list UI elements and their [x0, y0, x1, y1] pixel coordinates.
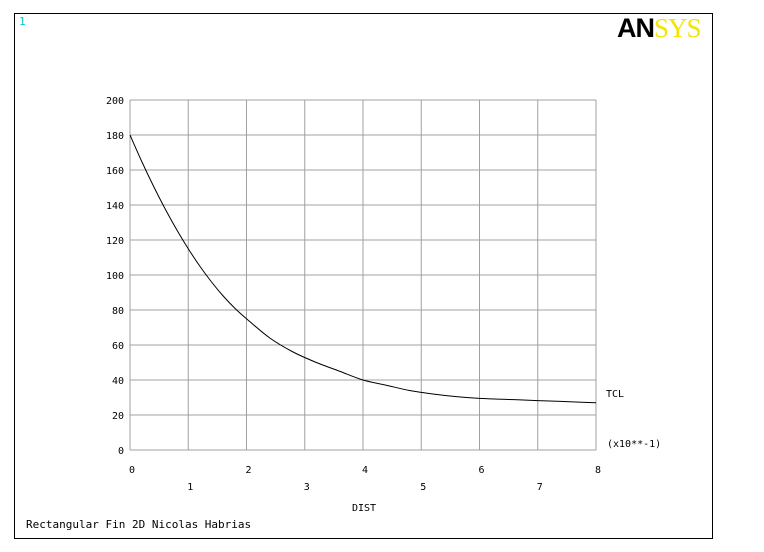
x-tick-label: 3 [304, 482, 310, 493]
window-number: 1 [19, 15, 26, 28]
chart-series: TCL [129, 134, 624, 404]
y-axis-tick-labels: 0 20 40 60 80 100 120 140 160 180 200 [106, 96, 124, 457]
y-tick-label: 180 [106, 131, 124, 142]
x-tick-label: 8 [595, 465, 601, 476]
y-tick-label: 80 [112, 306, 124, 317]
y-tick-label: 160 [106, 166, 124, 177]
x-axis-multiplier-label: (x10**-1) [607, 439, 661, 450]
x-tick-label: 1 [187, 482, 193, 493]
y-tick-label: 20 [112, 411, 124, 422]
ansys-logo: ANSYS [617, 13, 702, 43]
x-tick-label: 5 [420, 482, 426, 493]
y-tick-label: 0 [118, 446, 124, 457]
x-axis-label: DIST [352, 503, 376, 514]
series-line-tcl [129, 134, 597, 404]
y-tick-label: 40 [112, 376, 124, 387]
x-tick-label: 7 [537, 482, 543, 493]
x-tick-label: 2 [245, 465, 251, 476]
y-tick-label: 200 [106, 96, 124, 107]
y-tick-label: 120 [106, 236, 124, 247]
y-tick-label: 100 [106, 271, 124, 282]
graphics-window-frame [14, 13, 713, 539]
y-tick-label: 140 [106, 201, 124, 212]
x-tick-label: 4 [362, 465, 368, 476]
x-tick-label: 6 [478, 465, 484, 476]
plot-title: Rectangular Fin 2D Nicolas Habrias [26, 518, 252, 531]
chart-grid [129, 99, 597, 451]
series-label: TCL [606, 389, 624, 400]
x-tick-label: 0 [129, 465, 135, 476]
x-axis-tick-labels: 0 2 4 6 8 1 3 5 7 [129, 465, 601, 493]
y-tick-label: 60 [112, 341, 124, 352]
